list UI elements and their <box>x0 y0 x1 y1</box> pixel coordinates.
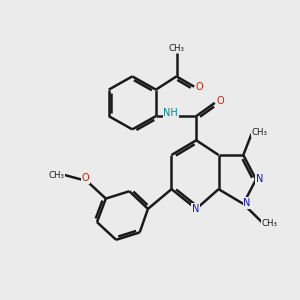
Text: O: O <box>81 173 89 183</box>
Text: CH₃: CH₃ <box>49 170 65 179</box>
Text: CH₃: CH₃ <box>262 219 278 228</box>
Text: N: N <box>192 204 199 214</box>
Text: NH: NH <box>163 108 178 118</box>
Text: N: N <box>256 174 263 184</box>
Text: O: O <box>216 96 224 106</box>
Text: O: O <box>196 82 203 92</box>
Text: CH₃: CH₃ <box>169 44 184 53</box>
Text: N: N <box>243 198 250 208</box>
Text: CH₃: CH₃ <box>251 128 268 137</box>
